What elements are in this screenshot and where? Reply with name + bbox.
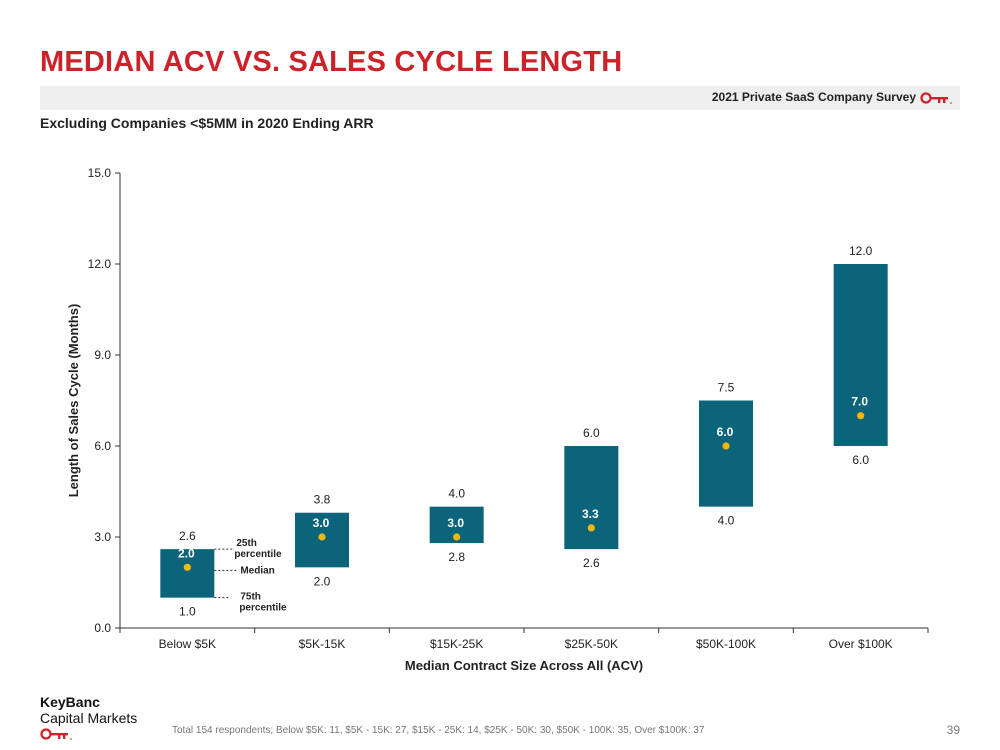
range-bar	[564, 446, 619, 550]
high-value-label: 6.0	[583, 426, 600, 440]
median-label: 3.0	[313, 516, 330, 530]
annotation-top-line1: 25th	[236, 538, 257, 549]
median-dot	[587, 524, 595, 532]
y-tick-label: 15.0	[88, 166, 112, 180]
high-value-label: 12.0	[849, 244, 873, 258]
median-dot	[722, 442, 730, 450]
x-tick-label: $50K-100K	[696, 637, 756, 651]
median-dot	[857, 412, 865, 420]
page-number: 39	[946, 723, 960, 737]
high-value-label: 4.0	[448, 487, 465, 501]
logo-line2: Capital Markets	[40, 710, 138, 726]
x-tick-label: $25K-50K	[565, 637, 618, 651]
x-tick-label: Below $5K	[159, 637, 216, 651]
annotation-bottom-line1: 75th	[240, 592, 261, 603]
x-tick-label: $15K-25K	[430, 637, 483, 651]
y-tick-label: 3.0	[94, 530, 111, 544]
annotation-top-line2: percentile	[234, 549, 282, 560]
median-dot	[183, 563, 191, 571]
median-label: 3.3	[582, 507, 599, 521]
y-tick-label: 12.0	[88, 257, 112, 271]
y-tick-label: 6.0	[94, 439, 111, 453]
high-value-label: 2.6	[179, 529, 196, 543]
x-tick-label: Over $100K	[829, 637, 893, 651]
y-axis-title: Length of Sales Cycle (Months)	[66, 304, 81, 498]
acv-sales-cycle-chart: 0.0 3.0 6.0 9.0 12.0 15.0 2.0 2.6 1.0 Below $5K 3.…	[66, 166, 929, 673]
survey-label: 2021 Private SaaS Company Survey	[711, 90, 916, 104]
low-value-label: 2.8	[448, 550, 465, 564]
low-value-label: 1.0	[179, 605, 196, 619]
median-dot	[318, 533, 326, 541]
page-title: MEDIAN ACV VS. SALES CYCLE LENGTH	[40, 46, 623, 78]
annotation-bottom-line2: percentile	[239, 603, 287, 614]
y-tick-label: 0.0	[94, 621, 111, 635]
median-label: 3.0	[447, 516, 464, 530]
y-tick-label: 9.0	[94, 348, 111, 362]
x-axis-title: Median Contract Size Across All (ACV)	[405, 658, 643, 673]
range-bar	[160, 549, 215, 598]
low-value-label: 4.0	[718, 514, 735, 528]
chart-subtitle: Excluding Companies <$5MM in 2020 Ending…	[40, 115, 374, 131]
low-value-label: 2.0	[314, 574, 331, 588]
footnote: Total 154 respondents; Below $5K: 11, $5…	[172, 725, 705, 736]
high-value-label: 7.5	[718, 381, 735, 395]
median-label: 6.0	[717, 425, 734, 439]
x-tick-label: $5K-15K	[299, 637, 346, 651]
key-icon	[920, 92, 952, 104]
range-bar	[699, 400, 753, 507]
median-dot	[453, 533, 461, 541]
median-label: 7.0	[851, 395, 868, 409]
annotation-median: Median	[240, 565, 274, 576]
low-value-label: 6.0	[852, 453, 869, 467]
survey-band: 2021 Private SaaS Company Survey	[40, 86, 960, 110]
high-value-label: 3.8	[314, 493, 331, 507]
keybanc-key-icon	[40, 728, 72, 740]
low-value-label: 2.6	[583, 556, 600, 570]
logo-line1: KeyBanc	[40, 694, 100, 710]
median-label: 2.0	[178, 546, 195, 560]
